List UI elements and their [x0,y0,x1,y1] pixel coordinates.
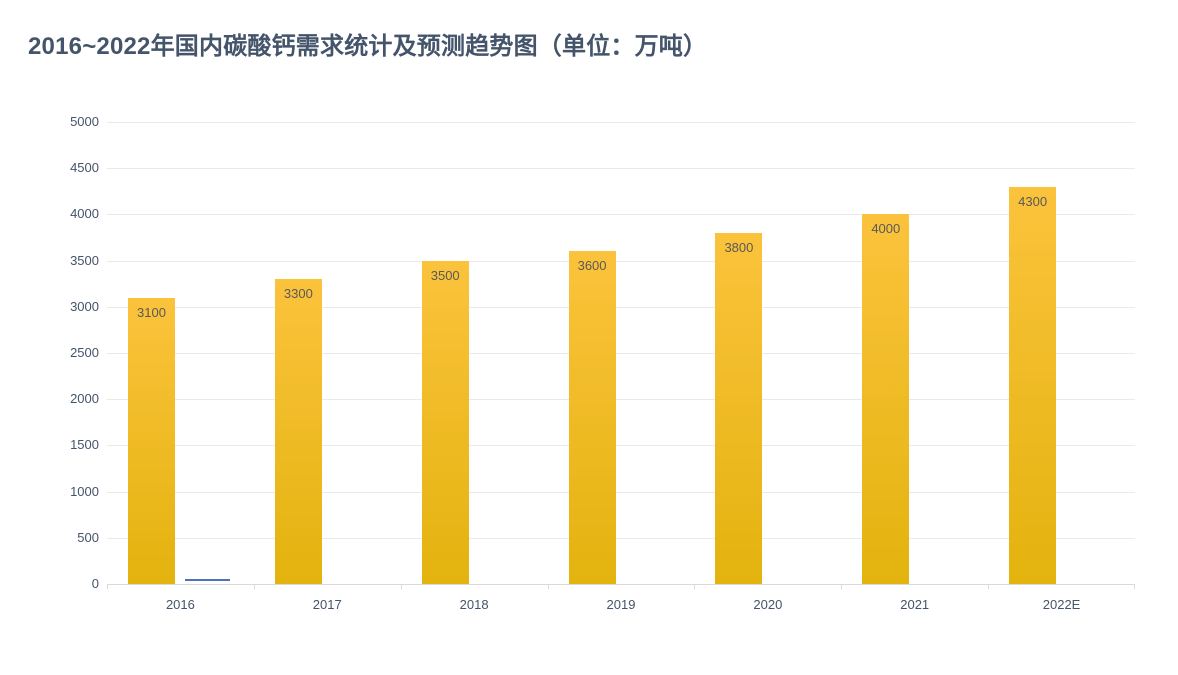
gridline [107,491,1135,493]
gridline [107,399,1135,401]
demand-bar: 3300 [274,279,322,584]
y-axis-label: 2000 [70,391,99,407]
x-axis-label: 2019 [606,597,636,612]
bar-value-label: 3600 [577,258,607,274]
x-axis-label: 2020 [753,597,783,612]
x-axis-tick [1134,585,1135,589]
x-axis-label: 2016 [165,597,195,612]
gridline [107,122,1135,123]
demand-bar: 4300 [1009,186,1057,584]
x-axis-tick [547,585,549,589]
demand-bar: 3100 [128,297,175,584]
x-axis-tick [107,585,108,589]
gridline [107,214,1135,216]
gridline [107,445,1135,447]
y-axis-label: 4000 [70,206,99,222]
x-axis-label: 2018 [459,597,489,612]
demand-bar: 3600 [568,251,616,584]
y-axis-label: 500 [77,529,99,545]
y-axis-label: 3000 [70,298,99,314]
x-axis-label: 2022E [1042,597,1081,612]
y-axis-label: 1500 [70,437,99,453]
demand-bar: 3800 [715,232,763,584]
bar-value-label: 3500 [430,267,460,283]
x-axis-label: 2017 [312,597,342,612]
bar-value-label: 4300 [1018,193,1048,209]
x-axis-tick [253,585,255,589]
secondary-series-marker [185,579,230,586]
gridline [107,306,1135,308]
bar-value-label: 3800 [724,239,754,255]
x-axis-tick [841,585,843,589]
x-axis-tick [400,585,402,589]
x-axis-tick [694,585,696,589]
gridline [107,168,1135,170]
gridline [107,260,1135,262]
x-axis-label: 2021 [900,597,930,612]
bar-value-label: 3300 [283,286,313,302]
x-axis-line [107,584,1135,585]
y-axis-label: 1000 [70,483,99,499]
gridline [107,353,1135,354]
y-axis-label: 0 [91,576,99,591]
y-axis-label: 4500 [70,160,99,176]
y-axis-label: 5000 [70,114,99,129]
demand-bar: 4000 [862,214,910,584]
y-axis-label: 3500 [70,252,99,268]
demand-bar: 3500 [421,260,469,584]
gridline [107,537,1135,539]
bar-value-label: 3100 [137,304,166,320]
chart-title: 2016~2022年国内碳酸钙需求统计及预测趋势图（单位：万吨） [28,33,708,60]
x-axis-tick [988,585,990,589]
bar-value-label: 4000 [871,221,901,237]
y-axis-label: 2500 [70,345,99,360]
